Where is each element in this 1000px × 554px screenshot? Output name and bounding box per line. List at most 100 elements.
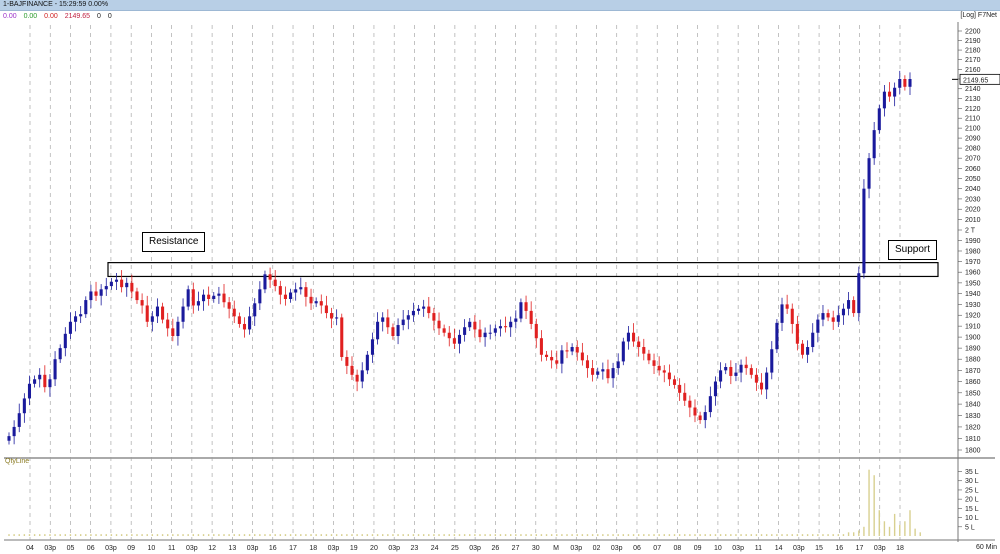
candle-body [319,301,323,306]
candle-body [585,360,590,369]
candle-body [12,426,16,437]
candle-body [350,365,354,375]
readout-value-1: 0.00 [3,13,17,20]
candle-body [452,338,456,344]
x-tick-label: 03p [611,545,623,552]
last-price-label: 2149.65 [963,77,988,84]
y-tick-label: 2120 [965,106,981,113]
y-tick-label: 1960 [965,270,981,277]
x-tick-label: 10 [147,545,155,552]
candle-body [836,315,840,322]
volume-tick-label: 35 L [965,469,979,476]
candle-body [268,274,272,280]
candle-body [770,349,774,373]
candle-body [806,347,810,355]
y-tick-label: 1840 [965,402,981,409]
y-tick-label: 1890 [965,346,981,353]
candle-body [862,188,866,274]
x-tick-label: 18 [896,545,904,552]
candle-body [365,354,369,371]
x-tick-label: 06 [633,545,641,552]
y-tick-label: 2190 [965,38,981,45]
candle-body [893,87,897,97]
x-tick-label: 17 [856,545,864,552]
candle-body [887,91,892,97]
y-tick-label: 2170 [965,57,981,64]
x-tick-label: 12 [208,545,216,552]
x-tick-label: 03p [247,545,259,552]
volume-tick-label: 5 L [965,524,975,531]
candle-body [7,436,11,441]
y-tick-label: 1880 [965,357,981,364]
qty-line-label: QtyLine [5,458,30,465]
x-tick-label: 27 [512,545,520,552]
candle-body [734,372,738,376]
x-tick-label: 03p [186,545,198,552]
y-tick-label: 1980 [965,248,981,255]
candle-body [381,317,385,322]
candle-body [882,91,886,109]
x-tick-label: 16 [835,545,843,552]
candle-body [283,294,287,299]
candle-body [314,301,318,304]
x-tick-label: 25 [451,545,459,552]
candle-body [678,384,682,393]
y-tick-label: 1850 [965,390,981,397]
candle-body [422,306,426,309]
candle-body [514,318,518,322]
candle-body [544,354,549,357]
y-tick-label: 1800 [965,448,981,455]
y-tick-label: 2100 [965,126,981,133]
x-tick-label: 24 [431,545,439,552]
candle-body [857,273,861,314]
candle-body [53,359,57,380]
x-tick-label: 07 [653,545,661,552]
candle-body [908,79,912,87]
candle-body [58,348,62,360]
candle-body [140,300,144,306]
x-tick-label: 03p [44,545,56,552]
x-tick-label: 14 [775,545,783,552]
candle-body [89,291,93,301]
scale-tag: [Log] F7Net [960,12,997,19]
candle-body [550,356,554,361]
candle-body [22,398,26,414]
candle-body [447,332,451,339]
candle-body [120,279,124,288]
candle-body [831,317,835,322]
candle-body [739,364,743,373]
candle-body [355,374,359,382]
candle-body [130,282,134,292]
candle-body [611,368,615,379]
x-tick-label: 11 [168,545,175,552]
x-tick-label: 30 [532,545,540,552]
readout-value-3: 0.00 [44,13,58,20]
candle-body [795,323,799,344]
candle-body [114,279,119,282]
candle-body [729,366,733,376]
x-tick-label: 03p [570,545,582,552]
candle-body [181,306,185,322]
candle-body [637,341,641,348]
candle-body [816,319,820,333]
candle-body [903,79,907,87]
candle-body [847,300,851,309]
readout-value-5: 0 [97,13,101,20]
y-tick-label: 2090 [965,136,981,143]
y-tick-label: 2 T [965,228,976,235]
x-tick-label: 16 [269,545,277,552]
candle-body [555,360,559,364]
candle-body [693,407,697,416]
candle-body [396,325,400,337]
y-tick-label: 2030 [965,196,981,203]
candle-body [534,323,538,339]
candle-body [391,327,395,337]
candle-body [504,326,508,328]
candle-body [340,317,344,357]
volume-tick-label: 15 L [965,506,979,513]
candle-body [155,306,159,317]
x-tick-label: 15 [815,545,823,552]
candle-body [212,295,216,299]
candle-body [575,347,579,353]
